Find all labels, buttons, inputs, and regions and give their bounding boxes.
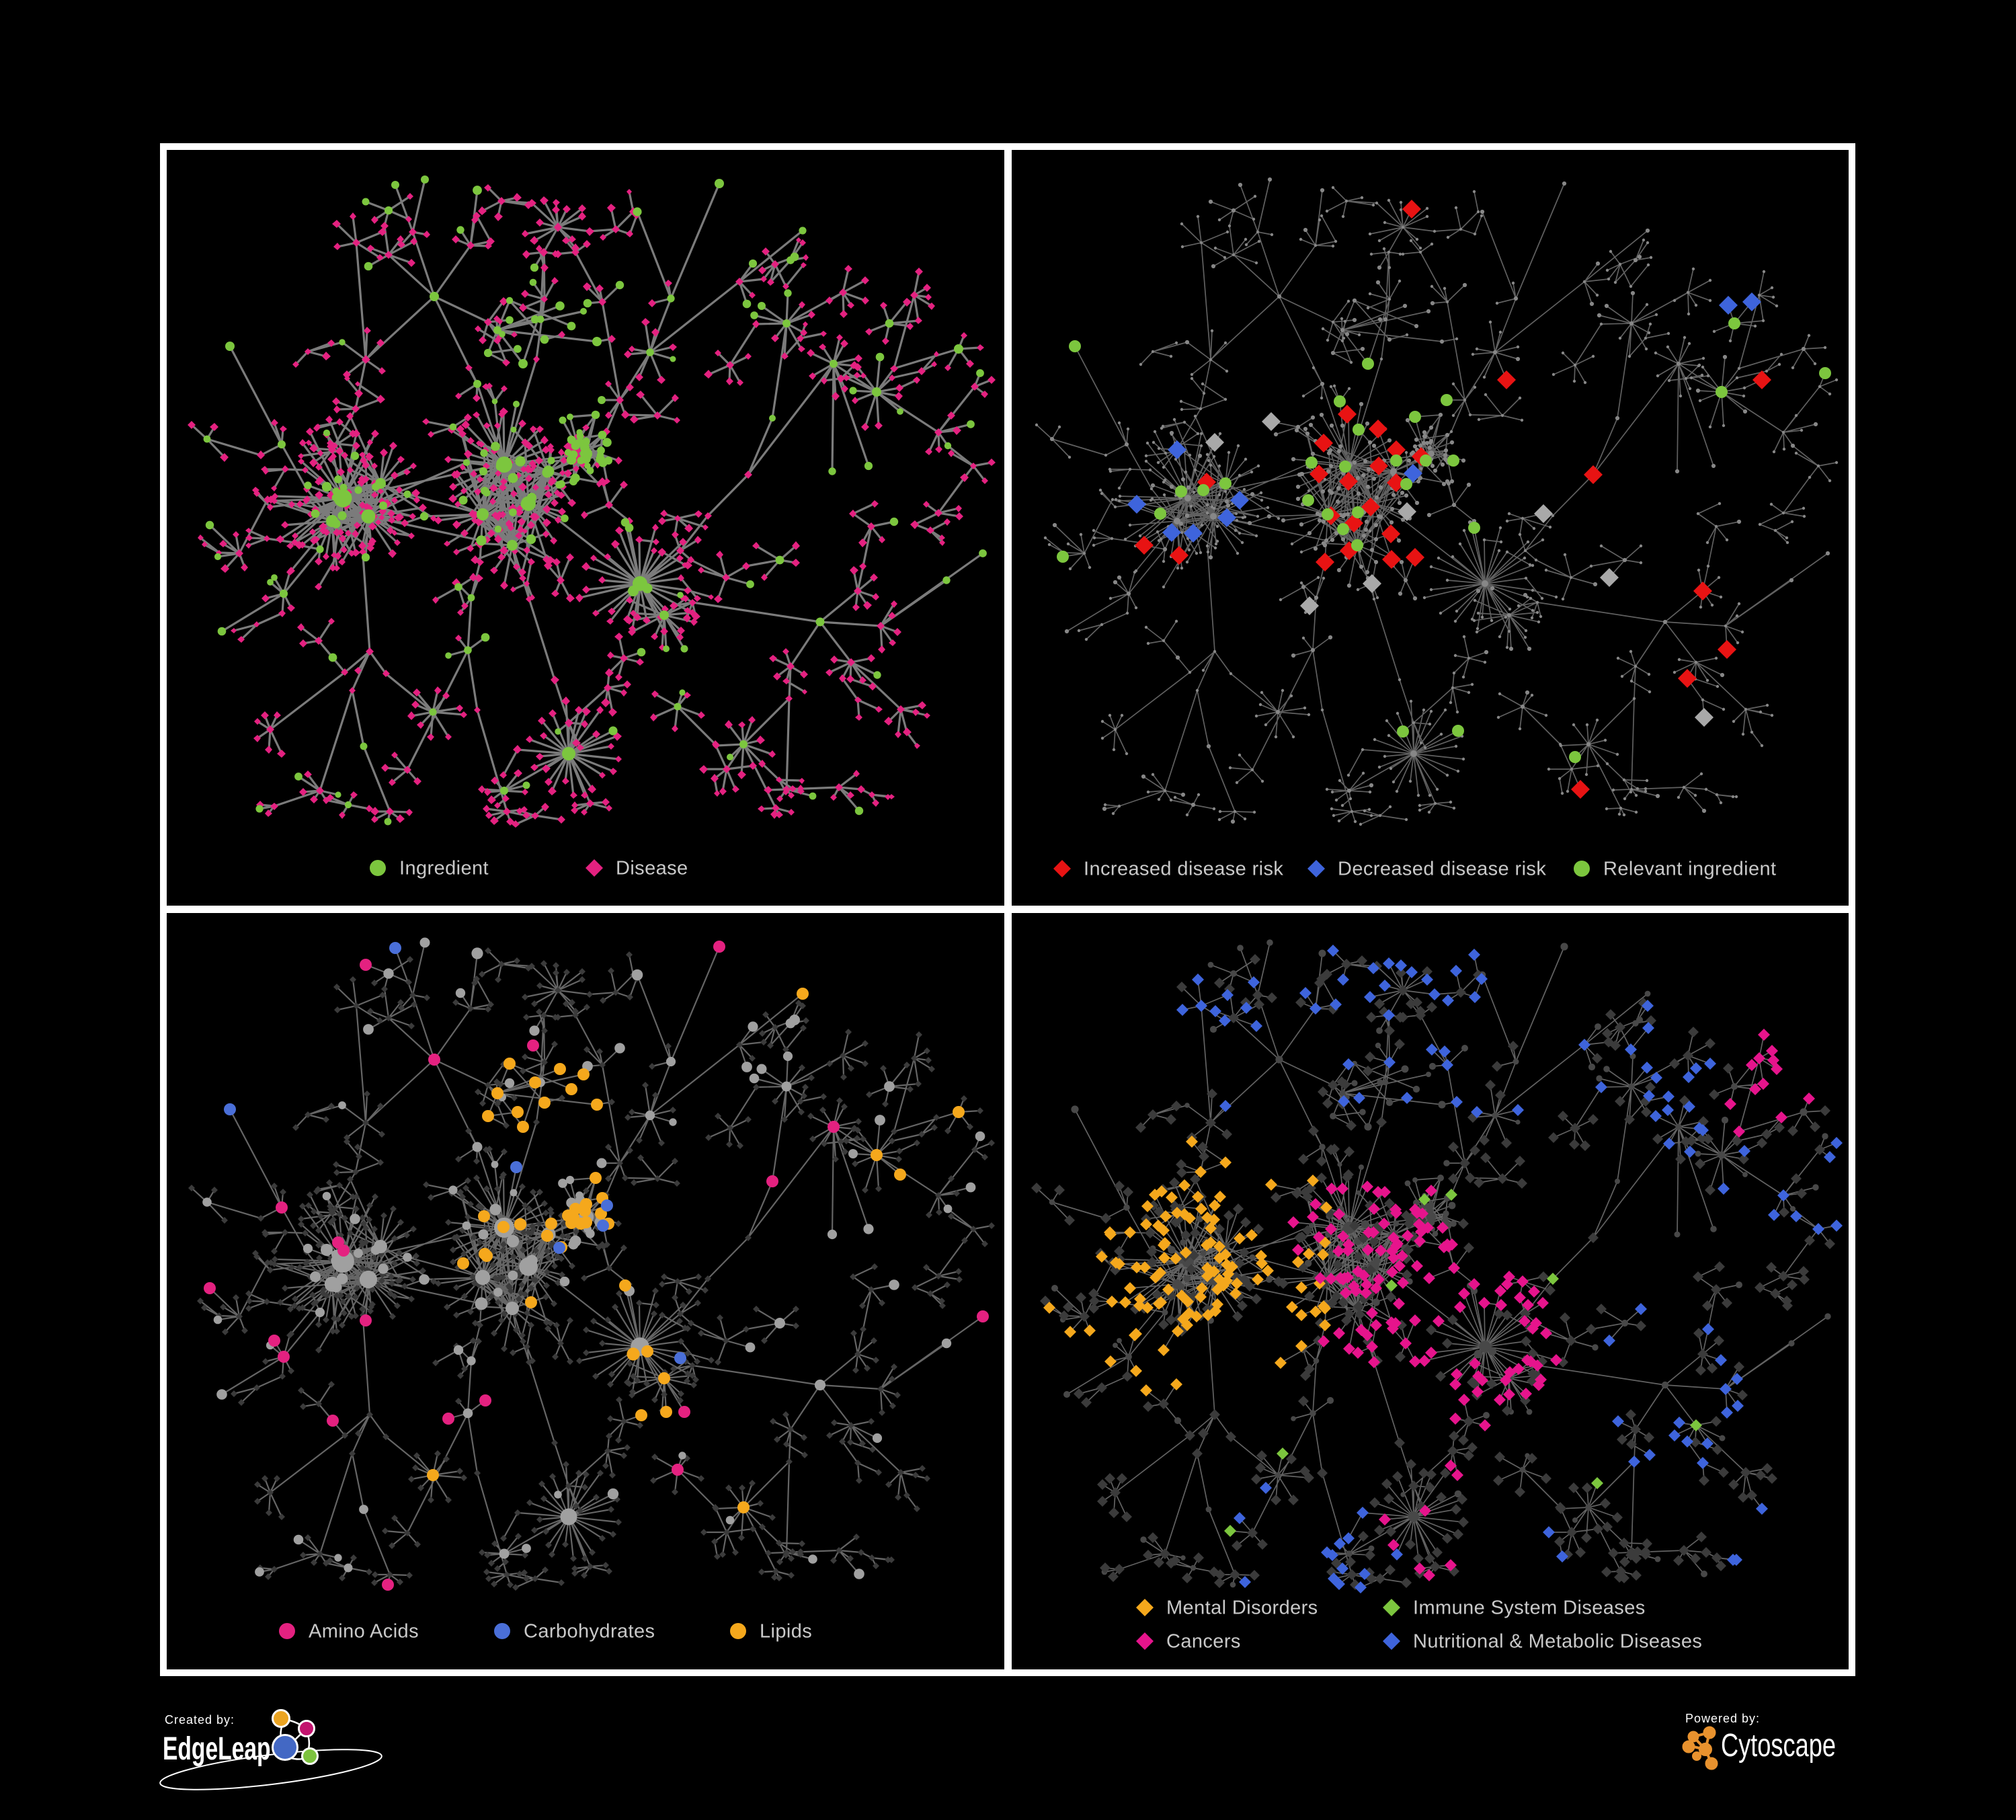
svg-text:Created by:: Created by: (165, 1713, 235, 1727)
svg-text:Powered by:: Powered by: (1685, 1712, 1760, 1725)
svg-text:EdgeLeap: EdgeLeap (163, 1730, 271, 1766)
svg-text:Cytoscape: Cytoscape (1721, 1728, 1836, 1764)
